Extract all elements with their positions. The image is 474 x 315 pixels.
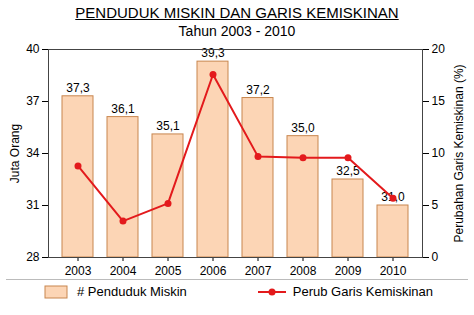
svg-text:10: 10 bbox=[432, 146, 446, 160]
svg-text:15: 15 bbox=[432, 94, 446, 108]
html-text:Perub Garis Kemiskinan: Perub Garis Kemiskinan bbox=[292, 284, 433, 299]
svg-text:35,1: 35,1 bbox=[156, 119, 180, 133]
svg-text:39,3: 39,3 bbox=[201, 46, 225, 60]
svg-text:2004: 2004 bbox=[110, 264, 137, 278]
svg-text:31,0: 31,0 bbox=[381, 190, 405, 204]
svg-text:Juta Orang: Juta Orang bbox=[8, 124, 22, 183]
svg-text:2008: 2008 bbox=[290, 264, 317, 278]
svg-text:0: 0 bbox=[432, 250, 439, 264]
svg-text:37,2: 37,2 bbox=[246, 83, 270, 97]
svg-text:37: 37 bbox=[26, 94, 40, 108]
svg-text:31: 31 bbox=[26, 198, 40, 212]
svg-text:Perubahan Garis Kemiskinan (%): Perubahan Garis Kemiskinan (%) bbox=[452, 64, 466, 242]
svg-text:2006: 2006 bbox=[200, 264, 227, 278]
svg-text:37,3: 37,3 bbox=[66, 81, 90, 95]
svg-text:2003: 2003 bbox=[65, 264, 92, 278]
svg-text:34: 34 bbox=[26, 146, 40, 160]
html-text:Tahun 2003 - 2010: Tahun 2003 - 2010 bbox=[178, 23, 296, 39]
svg-text:32,5: 32,5 bbox=[336, 164, 360, 179]
svg-text:20: 20 bbox=[432, 42, 446, 56]
svg-text:35,0: 35,0 bbox=[291, 121, 315, 135]
svg-text:40: 40 bbox=[26, 42, 40, 56]
svg-text:2007: 2007 bbox=[245, 264, 272, 278]
svg-text:5: 5 bbox=[432, 198, 439, 212]
svg-text:2009: 2009 bbox=[335, 264, 362, 278]
html-text:PENDUDUK MISKIN DAN GARIS KEMI: PENDUDUK MISKIN DAN GARIS KEMISKINAN bbox=[75, 4, 399, 21]
html-text:# Penduduk Miskin: # Penduduk Miskin bbox=[77, 284, 187, 299]
svg-text:2005: 2005 bbox=[155, 264, 182, 278]
svg-text:36,1: 36,1 bbox=[111, 102, 135, 116]
svg-text:28: 28 bbox=[26, 250, 40, 264]
svg-text:2010: 2010 bbox=[380, 264, 407, 278]
